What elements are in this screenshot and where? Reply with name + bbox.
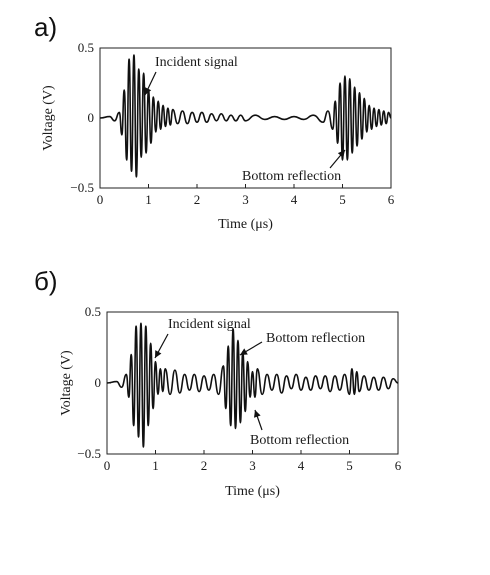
- x-tick-label: 4: [291, 192, 298, 207]
- x-tick-label: 1: [152, 458, 159, 473]
- x-tick-label: 5: [346, 458, 353, 473]
- x-axis-label: Time (μs): [218, 217, 273, 232]
- annotation-label: Incident signal: [155, 55, 238, 70]
- arrowhead: [337, 150, 345, 158]
- y-tick-label: 0.5: [78, 40, 94, 55]
- signal-line: [99, 54, 392, 178]
- x-tick-label: 3: [249, 458, 256, 473]
- y-tick-label: 0: [88, 110, 95, 125]
- arrowhead: [254, 410, 261, 418]
- y-tick-label: 0.5: [85, 304, 101, 319]
- y-tick-label: 0: [95, 375, 102, 390]
- x-tick-label: 6: [395, 458, 402, 473]
- x-tick-label: 0: [104, 458, 111, 473]
- y-axis-label: Voltage (V): [41, 85, 56, 151]
- plot-frame: [99, 47, 392, 189]
- annotation-label: Incident signal: [168, 317, 251, 332]
- annotation-label: Bottom reflection: [242, 169, 341, 184]
- arrowhead: [240, 348, 248, 355]
- x-tick-label: 5: [339, 192, 346, 207]
- x-tick-label: 4: [298, 458, 305, 473]
- arrowhead: [155, 350, 162, 358]
- panel-b-label: б): [34, 266, 58, 296]
- annotation-label: Bottom reflection: [266, 331, 365, 346]
- x-tick-label: 6: [388, 192, 395, 207]
- y-axis-label: Voltage (V): [59, 350, 74, 416]
- x-tick-label: 2: [201, 458, 208, 473]
- annotation-label: Bottom reflection: [250, 433, 349, 448]
- y-tick-label: −0.5: [77, 446, 101, 461]
- x-axis-label: Time (μs): [225, 484, 280, 499]
- x-tick-label: 3: [242, 192, 249, 207]
- x-tick-label: 2: [194, 192, 201, 207]
- panel-a-label: а): [34, 12, 58, 42]
- signal-line: [106, 322, 399, 448]
- x-tick-label: 0: [97, 192, 104, 207]
- x-tick-label: 1: [145, 192, 152, 207]
- arrowhead: [144, 87, 152, 95]
- y-tick-label: −0.5: [70, 180, 94, 195]
